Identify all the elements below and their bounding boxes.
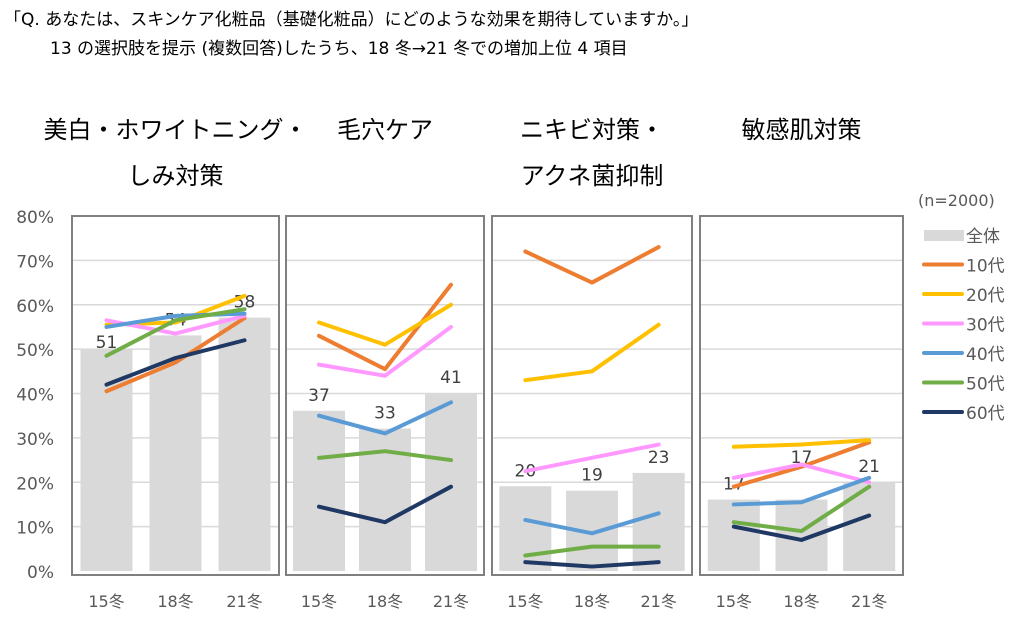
x-tick-label: 15冬 [301,592,337,611]
line-20代 [523,322,661,383]
y-tick-label: 50% [16,341,54,361]
legend-swatch-total [924,230,964,241]
line-20代 [317,302,453,347]
line-20代 [731,438,872,449]
line-60代 [317,484,453,525]
x-tick-label: 18冬 [367,592,403,611]
bar-data-label: 21 [858,457,880,477]
legend-label: 20代 [966,286,1005,306]
line-30代 [317,324,453,378]
subtitle-text: 13 の選択肢を提示 (複数回答)したうち、18 冬→21 冬での増加上位 4 … [50,39,628,59]
legend-label: 60代 [966,404,1005,424]
panel-frame [491,215,693,576]
x-tick-label: 21冬 [640,592,676,611]
x-tick-label: 21冬 [851,592,887,611]
bar-data-label: 41 [440,368,462,388]
bar-data-label: 23 [648,448,670,468]
panel-title: 敏感肌対策 [742,116,862,144]
line-60代 [104,338,247,387]
line-50代 [317,449,453,463]
bar-total [632,472,685,571]
x-tick-label: 21冬 [226,592,262,611]
line-30代 [523,442,661,474]
bar-total [149,335,202,571]
line-10代 [317,282,453,372]
panel-frame [699,215,904,576]
line-40代 [523,511,661,536]
x-tick-label: 15冬 [507,592,543,611]
bar-total [707,499,760,571]
bar-total [425,393,477,571]
bar-data-label: 51 [96,333,118,353]
x-tick-label: 21冬 [433,592,469,611]
bar-data-label: 37 [308,386,330,406]
y-tick-label: 80% [16,208,54,228]
x-tick-label: 15冬 [716,592,752,611]
line-50代 [104,307,247,358]
legend-label: 全体 [966,227,1000,247]
line-10代 [523,245,661,285]
question-text: 「Q. あなたは、スキンケア化粧品（基礎化粧品）にどのような効果を期待しています… [4,10,699,30]
y-tick-label: 40% [16,386,54,406]
panel-frame [285,215,485,576]
x-tick-label: 18冬 [157,592,193,611]
line-60代 [523,560,661,569]
legend-label: 30代 [966,316,1005,336]
y-tick-label: 10% [16,519,54,539]
panel-title: ニキビ対策・ [520,116,664,144]
panel-title: しみ対策 [128,162,224,190]
line-50代 [523,544,661,558]
bar-total [293,410,345,571]
line-40代 [317,400,453,436]
bar-data-label: 33 [374,404,396,424]
panel-title: 毛穴ケア [337,116,433,144]
y-tick-label: 70% [16,252,54,272]
y-tick-label: 0% [27,563,54,583]
legend-label: 40代 [966,345,1005,365]
line-40代 [731,475,872,507]
bar-data-label: 17 [723,475,745,495]
sample-size-note: (n=2000) [918,191,995,210]
y-tick-label: 60% [16,297,54,317]
legend-label: 10代 [966,257,1005,277]
x-tick-label: 15冬 [88,592,124,611]
y-tick-label: 30% [16,430,54,450]
bar-total [843,481,896,571]
y-tick-label: 20% [16,474,54,494]
x-tick-label: 18冬 [574,592,610,611]
line-30代 [731,462,872,485]
panel-frame [71,215,280,576]
line-10代 [731,440,872,489]
panel-title: 美白・ホワイトニング・ [44,116,308,144]
panel-title: アクネ菌抑制 [521,162,664,190]
legend-label: 50代 [966,375,1005,395]
line-10代 [104,316,247,394]
line-50代 [731,484,872,534]
bar-total [218,317,271,571]
line-60代 [731,513,872,542]
bar-total [499,486,552,571]
bar-data-label: 19 [581,466,603,486]
x-tick-label: 18冬 [783,592,819,611]
